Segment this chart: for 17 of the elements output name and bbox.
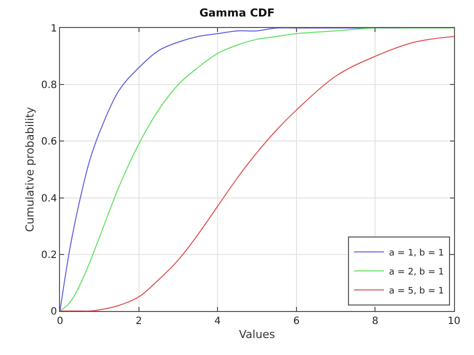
x-axis-title: Values: [239, 328, 276, 342]
y-tick-label: 0: [50, 306, 57, 318]
legend-label: a = 2, b = 1: [389, 267, 444, 278]
x-tick-label: 2: [136, 316, 142, 327]
y-tick-label: 0.2: [41, 250, 57, 261]
legend-label: a = 5, b = 1: [389, 286, 444, 296]
x-tick-label: 10: [448, 316, 460, 327]
y-axis-title: Cumulative probability: [24, 106, 37, 232]
chart-title: Gamma CDF: [199, 6, 275, 20]
x-tick-label: 6: [293, 316, 300, 327]
y-tick-label: 0.8: [41, 80, 57, 92]
legend-label: a = 1, b = 1: [389, 248, 444, 258]
y-tick-label: 0.4: [41, 193, 57, 204]
x-tick-label: 8: [372, 316, 378, 327]
y-tick-label: 0.6: [41, 136, 57, 148]
y-tick-label: 1: [50, 24, 57, 34]
x-tick-label: 4: [214, 316, 221, 327]
